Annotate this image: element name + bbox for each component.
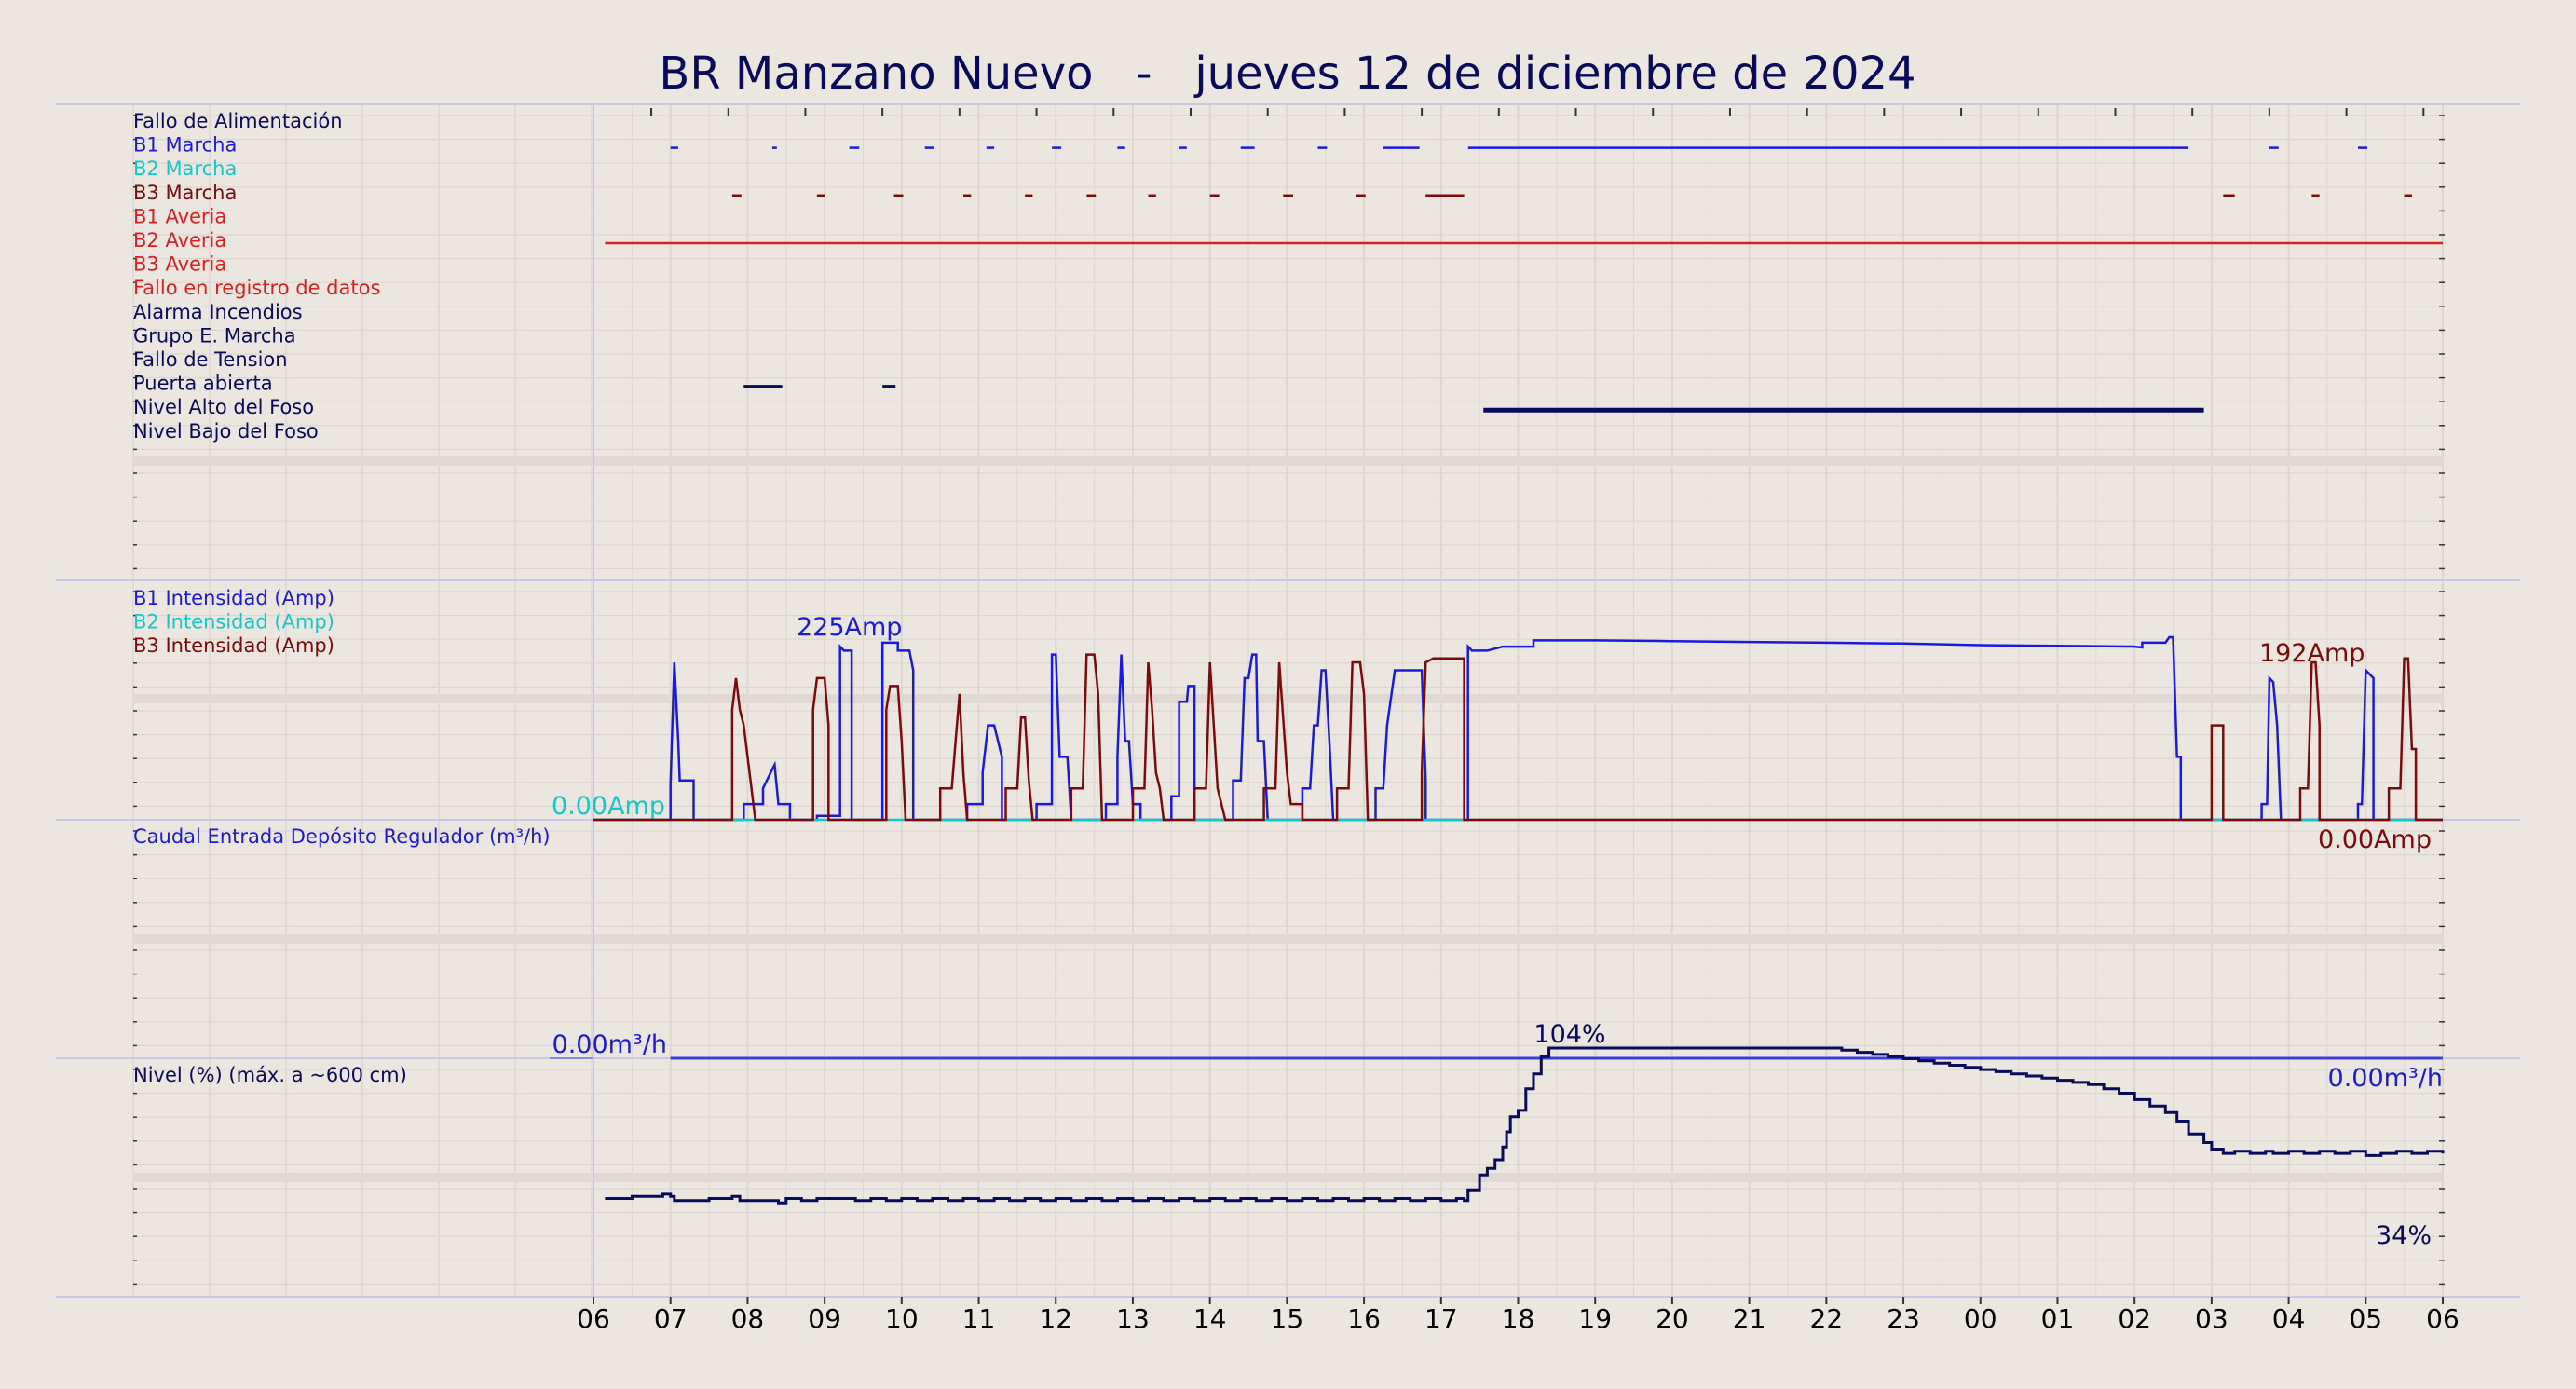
x-tick-label: 14 [1193, 1303, 1227, 1334]
status-label: Fallo en registro de datos [133, 277, 380, 299]
current-series-3 [593, 653, 2443, 822]
status-label: B3 Marcha [133, 182, 237, 204]
level-series [605, 1046, 2445, 1205]
current-annotation-zero-b3: 0.00Amp [2318, 825, 2432, 854]
status-label: B1 Averia [133, 205, 226, 227]
x-tick-label: 00 [1964, 1303, 1997, 1334]
status-label: Puerta abierta [133, 373, 273, 395]
x-tick-label: 07 [654, 1303, 688, 1334]
grid-band [133, 694, 2443, 703]
x-tick-label: 01 [2041, 1303, 2075, 1334]
x-tick-label: 15 [1271, 1303, 1304, 1334]
chart-title: BR Manzano Nuevo - jueves 12 de diciembr… [659, 48, 1915, 100]
x-tick-label: 21 [1733, 1303, 1766, 1334]
current-annotation-max-b1: 225Amp [797, 613, 902, 642]
x-tick-label: 17 [1424, 1303, 1458, 1334]
status-label: Fallo de Tension [133, 348, 288, 371]
current-label: B2 Intensidad (Amp) [133, 611, 334, 633]
x-tick-label: 22 [1810, 1303, 1844, 1334]
grid-band [133, 1173, 2443, 1182]
x-tick-label: 23 [1887, 1303, 1920, 1334]
x-tick-label: 19 [1578, 1303, 1612, 1334]
series-layer [550, 146, 2445, 1205]
level-label: Nivel (%) (máx. a ~600 cm) [133, 1064, 407, 1086]
x-tick-label: 02 [2118, 1303, 2151, 1334]
x-tick-label: 11 [962, 1303, 996, 1334]
status-label: B3 Averia [133, 253, 226, 276]
grid-band [133, 934, 2443, 944]
current-label: B1 Intensidad (Amp) [133, 587, 334, 609]
x-tick-label: 04 [2272, 1303, 2306, 1334]
status-label: Alarma Incendios [133, 301, 303, 323]
grid-band [133, 456, 2443, 466]
status-label: Nivel Bajo del Foso [133, 420, 319, 443]
status-label: Fallo de Alimentación [133, 110, 343, 132]
x-tick-label: 05 [2349, 1303, 2382, 1334]
x-tick-label: 06 [577, 1303, 610, 1334]
x-tick-label: 20 [1656, 1303, 1689, 1334]
level-annotation-last: 34% [2376, 1221, 2432, 1250]
x-tick-layer: 06 07 08 09 10 11 12 13 14 15 16 17 18 19 20 21 22 23 00 01… [577, 1297, 2460, 1334]
current-annotation-zero-b2: 0.00Amp [552, 792, 665, 821]
x-tick-label: 10 [885, 1303, 919, 1334]
x-tick-label: 06 [2426, 1303, 2460, 1334]
status-label: Grupo E. Marcha [133, 324, 296, 347]
x-tick-label: 08 [731, 1303, 765, 1334]
flow-annotation-end: 0.00m³/h [2328, 1064, 2443, 1093]
current-label: B3 Intensidad (Amp) [133, 634, 334, 657]
x-tick-label: 03 [2195, 1303, 2228, 1334]
level-annotation-max: 104% [1533, 1020, 1605, 1049]
x-tick-label: 12 [1039, 1303, 1072, 1334]
status-label: B1 Marcha [133, 134, 237, 157]
status-label: B2 Marcha [133, 157, 237, 180]
x-tick-label: 16 [1347, 1303, 1381, 1334]
flow-annotation-start: 0.00m³/h [552, 1030, 667, 1059]
x-tick-label: 13 [1116, 1303, 1150, 1334]
grid-layer [132, 104, 2445, 1297]
x-tick-label: 09 [808, 1303, 841, 1334]
status-label: Nivel Alto del Foso [133, 396, 314, 418]
flow-label: Caudal Entrada Depósito Regulador (m³/h) [133, 825, 551, 848]
x-tick-label: 18 [1502, 1303, 1535, 1334]
status-label: B2 Averia [133, 229, 226, 252]
